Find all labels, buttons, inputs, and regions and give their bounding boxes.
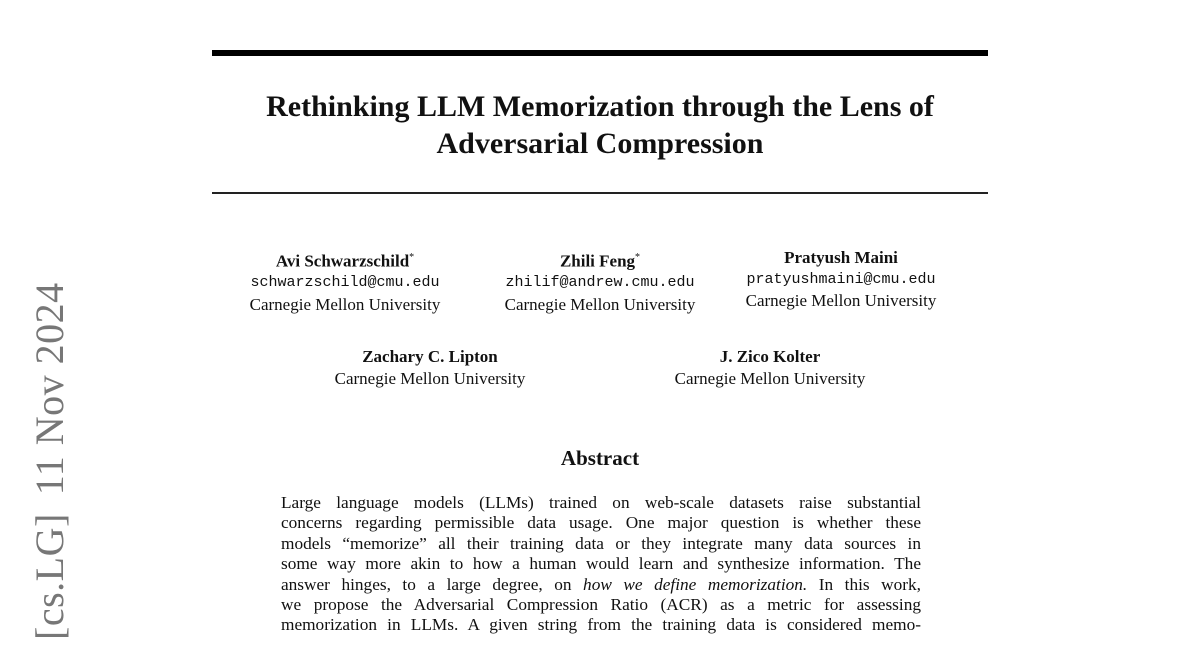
abstract-line: models “memorize” all their training dat… xyxy=(281,533,921,553)
abstract-body: Large language models (LLMs) trained on … xyxy=(281,493,921,636)
author-block: Zhili Feng* zhilif@andrew.cmu.edu Carneg… xyxy=(470,247,730,315)
author-block: Avi Schwarzschild* schwarzschild@cmu.edu… xyxy=(215,247,475,315)
author-affiliation: Carnegie Mellon University xyxy=(745,291,937,310)
author-affiliation: Carnegie Mellon University xyxy=(334,368,526,388)
equal-contrib-mark: * xyxy=(635,252,641,263)
author-email: schwarzschild@cmu.edu xyxy=(250,274,440,292)
top-rule xyxy=(212,50,988,56)
paper-title: Rethinking LLM Memorization through the … xyxy=(212,88,988,162)
title-line: Rethinking LLM Memorization through the … xyxy=(266,90,934,123)
arxiv-category: [cs.LG] xyxy=(27,513,72,640)
author-name: Avi Schwarzschild xyxy=(275,251,410,271)
author-name: Zhili Feng xyxy=(559,251,636,271)
author-affiliation: Carnegie Mellon University xyxy=(504,294,696,314)
abstract-line: answer hinges, to a large degree, on how… xyxy=(281,575,921,595)
title-rule xyxy=(212,192,988,194)
abstract-heading: Abstract xyxy=(560,446,640,470)
author-email: pratyushmaini@cmu.edu xyxy=(746,270,936,288)
author-block: Pratyush Maini pratyushmaini@cmu.edu Car… xyxy=(711,247,971,312)
title-line: Adversarial Compression xyxy=(436,127,764,160)
abstract-line: Large language models (LLMs) trained on … xyxy=(281,493,921,512)
author-block: J. Zico Kolter Carnegie Mellon Universit… xyxy=(640,346,900,389)
emphasis: how we define memorization. xyxy=(583,574,808,594)
author-affiliation: Carnegie Mellon University xyxy=(674,368,866,388)
abstract-line: some way more akin to how a human would … xyxy=(281,554,921,574)
abstract-line: memorization in LLMs. A given string fro… xyxy=(281,615,921,635)
author-name: Pratyush Maini xyxy=(784,248,898,267)
arxiv-stamp: [cs.LG] 11 Nov 2024 xyxy=(26,264,73,640)
text: In this work, xyxy=(807,574,921,594)
arxiv-date: 11 Nov 2024 xyxy=(27,282,72,496)
author-email: zhilif@andrew.cmu.edu xyxy=(505,274,695,292)
abstract-line: concerns regarding permissible data usag… xyxy=(281,513,921,533)
author-name: J. Zico Kolter xyxy=(719,347,821,366)
text: answer hinges, to a large degree, on xyxy=(281,574,584,594)
abstract-line: we propose the Adversarial Compression R… xyxy=(281,595,921,615)
equal-contrib-mark: * xyxy=(409,252,415,263)
author-name: Zachary C. Lipton xyxy=(362,347,498,366)
author-affiliation: Carnegie Mellon University xyxy=(249,294,441,314)
author-block: Zachary C. Lipton Carnegie Mellon Univer… xyxy=(300,346,560,389)
